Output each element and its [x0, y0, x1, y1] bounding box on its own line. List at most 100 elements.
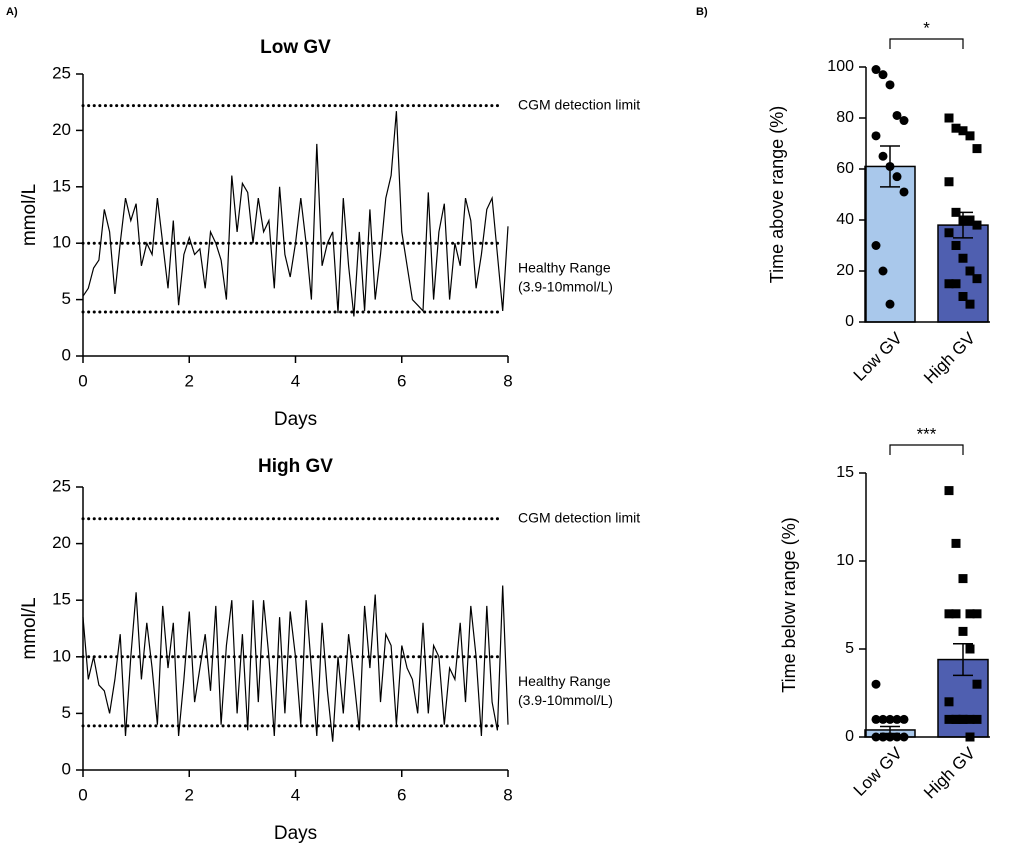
x-tick-label: 8 — [503, 785, 512, 804]
data-point — [951, 714, 961, 724]
data-point — [958, 292, 968, 301]
y-tick-label: 20 — [52, 120, 71, 139]
data-point — [878, 266, 888, 276]
annotation: (3.9-10mmol/L) — [518, 278, 613, 294]
x-tick-label: High GV — [920, 743, 979, 802]
data-point — [972, 144, 982, 154]
y-tick-label: 100 — [827, 58, 854, 75]
data-point — [965, 299, 975, 309]
data-point — [944, 113, 954, 123]
y-tick-label: 25 — [52, 63, 71, 82]
data-point — [899, 714, 909, 724]
data-point — [899, 187, 909, 197]
y-tick-label: 60 — [836, 160, 854, 177]
data-point — [944, 177, 954, 187]
data-point — [951, 538, 961, 548]
data-point — [972, 609, 982, 619]
data-point — [965, 609, 975, 619]
data-point — [965, 644, 975, 654]
data-point — [885, 714, 895, 724]
data-point — [944, 228, 954, 238]
data-point — [951, 279, 961, 289]
significance-bracket — [889, 444, 964, 455]
y-tick-label: 5 — [62, 289, 71, 308]
data-point — [871, 131, 881, 141]
data-point — [951, 123, 961, 133]
panel-label: B) — [696, 6, 708, 18]
x-tick-label: High GV — [920, 328, 979, 387]
x-tick-label: 4 — [291, 371, 300, 390]
x-tick-label: 2 — [185, 371, 194, 390]
data-point — [958, 215, 968, 225]
data-point — [871, 679, 881, 689]
data-point — [944, 609, 954, 619]
data-point — [958, 714, 968, 724]
data-point — [951, 207, 961, 217]
y-axis-label: mmol/L — [19, 184, 40, 246]
y-tick-label: 20 — [836, 262, 854, 279]
x-tick-label: 4 — [291, 785, 300, 804]
data-point — [885, 80, 895, 90]
significance-label: *** — [917, 424, 937, 443]
data-point — [871, 65, 881, 75]
data-point — [878, 714, 888, 724]
annotation: Healthy Range — [518, 259, 611, 275]
x-tick-label: 6 — [397, 371, 406, 390]
chart-title: Low GV — [260, 37, 331, 58]
data-point — [965, 266, 975, 276]
x-axis-label: Days — [274, 409, 317, 430]
y-tick-label: 80 — [836, 109, 854, 126]
reference-label: CGM detection limit — [518, 96, 640, 112]
data-point — [965, 714, 975, 724]
y-tick-label: 0 — [845, 313, 854, 330]
trace — [82, 585, 509, 742]
x-tick-label: 0 — [78, 785, 87, 804]
data-point — [899, 116, 909, 126]
significance-bracket — [889, 38, 964, 49]
data-point — [944, 279, 954, 289]
error-bar — [953, 642, 973, 677]
data-point — [951, 609, 961, 619]
x-tick-label: 8 — [503, 371, 512, 390]
data-point — [878, 151, 888, 161]
data-point — [871, 714, 881, 724]
data-point — [965, 131, 975, 141]
data-point — [944, 486, 954, 496]
y-tick-label: 5 — [845, 640, 854, 657]
data-point — [878, 70, 888, 80]
y-axis-label: Time above range (%) — [767, 106, 787, 283]
y-tick-label: 40 — [836, 211, 854, 228]
x-tick-label: 0 — [78, 371, 87, 390]
y-tick-label: 25 — [52, 476, 71, 495]
annotation: Healthy Range — [518, 673, 611, 689]
y-axis-label: Time below range (%) — [779, 517, 799, 692]
data-point — [871, 241, 881, 250]
data-point — [951, 241, 961, 250]
data-point — [892, 110, 902, 120]
y-tick-label: 10 — [836, 552, 854, 569]
data-point — [972, 220, 982, 230]
data-point — [972, 274, 982, 284]
y-tick-label: 20 — [52, 533, 71, 552]
annotation: (3.9-10mmol/L) — [518, 692, 613, 708]
y-axis-label: mmol/L — [19, 597, 40, 659]
y-tick-label: 15 — [836, 464, 854, 481]
data-point — [944, 697, 954, 707]
y-tick-label: 5 — [62, 703, 71, 722]
significance-label: * — [923, 18, 930, 37]
data-point — [958, 626, 968, 636]
data-point — [958, 574, 968, 584]
trace — [82, 111, 509, 317]
y-tick-label: 0 — [62, 759, 71, 778]
x-tick-label: Low GV — [850, 743, 907, 800]
x-tick-label: Low GV — [850, 328, 907, 385]
y-tick-label: 15 — [52, 176, 71, 195]
data-point — [944, 714, 954, 724]
data-point — [885, 161, 895, 171]
data-point — [885, 299, 895, 309]
panel-label: A) — [6, 6, 18, 18]
data-point — [958, 126, 968, 136]
y-tick-label: 10 — [52, 646, 71, 665]
y-tick-label: 0 — [62, 345, 71, 364]
